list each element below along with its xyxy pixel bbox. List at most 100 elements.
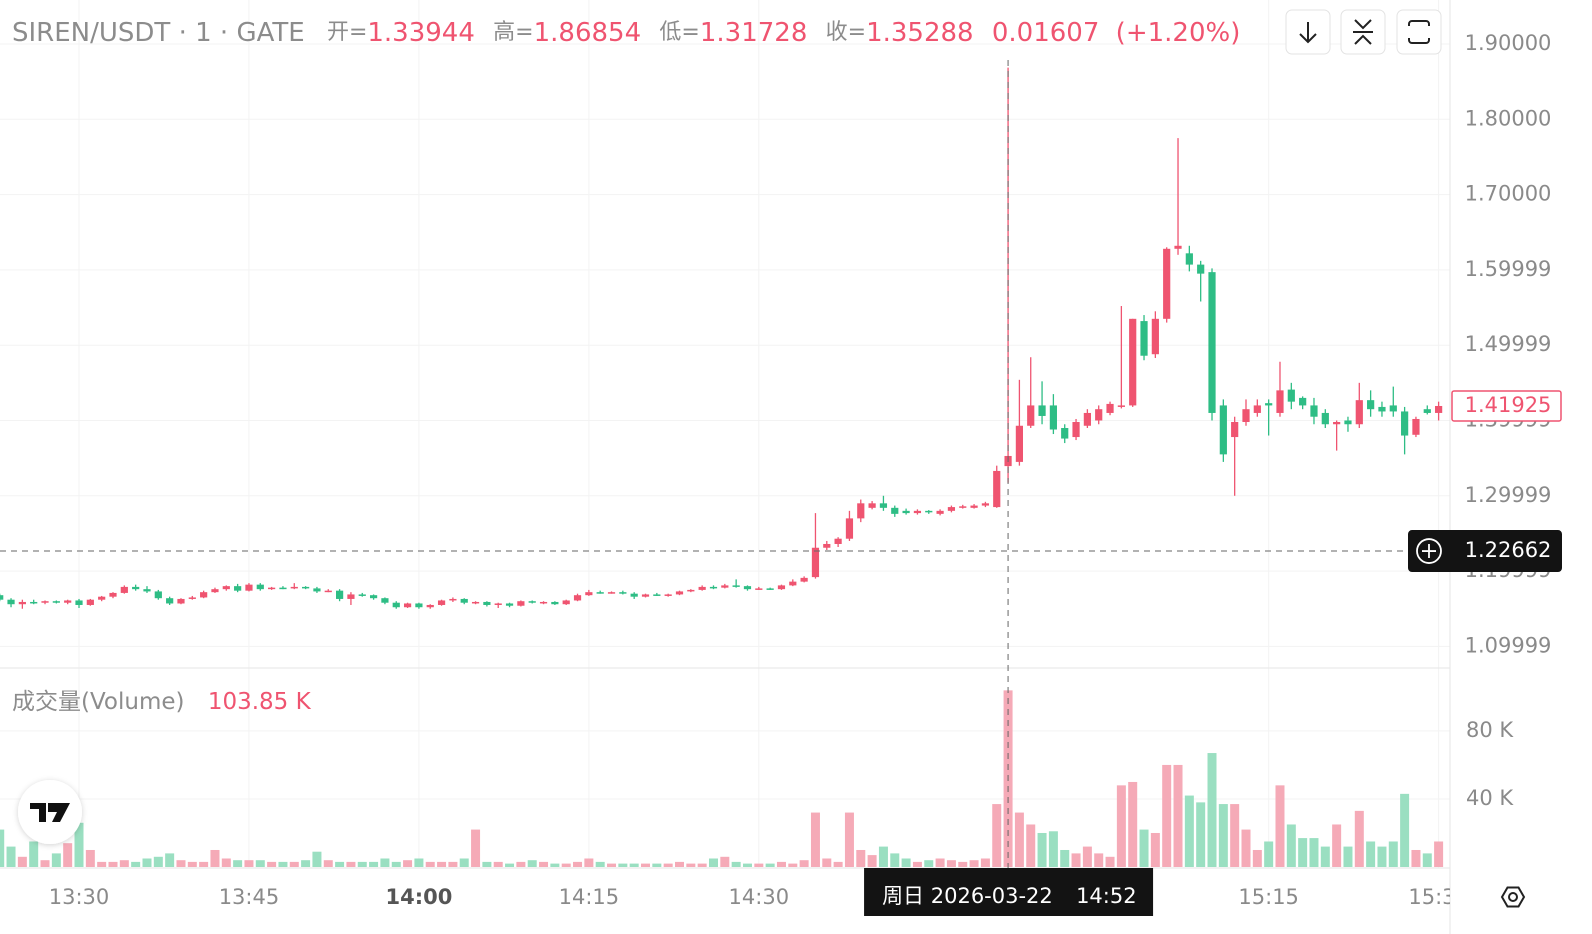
- candle-body: [743, 586, 752, 590]
- volume-bar: [844, 812, 854, 867]
- candle-body: [517, 601, 525, 606]
- candle-body: [1061, 428, 1069, 439]
- volume-bar: [788, 863, 798, 867]
- volume-bar: [1286, 824, 1296, 867]
- tradingview-logo[interactable]: [18, 780, 82, 844]
- candle-body: [1378, 406, 1386, 412]
- x-tick-label: 14:30: [729, 885, 790, 909]
- candle-body: [1106, 403, 1114, 413]
- volume-bar: [1218, 804, 1228, 867]
- candle-body: [1151, 318, 1159, 355]
- volume-bar: [97, 861, 107, 867]
- volume-bar: [63, 843, 73, 867]
- volume-bar: [867, 855, 877, 867]
- volume-bar: [1071, 853, 1081, 867]
- candle-body: [913, 510, 922, 514]
- candle-body: [698, 586, 706, 590]
- x-tick-label: 15:30: [1408, 885, 1469, 909]
- volume-bar: [1094, 853, 1104, 867]
- candle-body: [1355, 400, 1363, 425]
- volume-bar: [1116, 785, 1126, 867]
- volume-bar: [878, 846, 888, 867]
- candle-body: [279, 587, 287, 590]
- candle-body: [1401, 411, 1409, 436]
- candle-body: [268, 587, 276, 590]
- candle-body: [585, 592, 593, 596]
- candle-body: [528, 601, 536, 603]
- last-price-label: 1.41925: [1465, 393, 1552, 417]
- candle-body: [1367, 400, 1375, 410]
- candle-body: [947, 507, 956, 511]
- candle-body: [120, 586, 128, 593]
- candle-body: [630, 593, 638, 597]
- volume-bar: [754, 863, 764, 867]
- candle-body: [336, 590, 344, 599]
- candle-body: [154, 591, 162, 599]
- fullscreen-button[interactable]: [1396, 9, 1442, 55]
- volume-bar: [74, 822, 84, 867]
- candle-body: [732, 585, 740, 587]
- candle-body: [1095, 409, 1103, 421]
- volume-bar: [437, 861, 447, 867]
- volume-bar: [550, 863, 560, 867]
- candle-body: [358, 594, 366, 596]
- legend-label: 低=: [659, 20, 699, 45]
- volume-bar: [901, 858, 911, 867]
- candle-body: [1435, 405, 1443, 413]
- time-badge-time: 14:52: [1076, 884, 1137, 908]
- volume-bar: [505, 863, 515, 867]
- candle-body: [426, 604, 434, 608]
- grid: [0, 0, 1450, 868]
- candle-body: [211, 589, 219, 593]
- logo-dot: [48, 803, 56, 811]
- volume-bar: [1354, 810, 1364, 867]
- legend-label: 高=: [493, 20, 533, 45]
- crosshair-price-label: 1.22662: [1465, 538, 1552, 562]
- volume-bar: [527, 860, 537, 867]
- candle-body: [709, 586, 718, 589]
- add-alert-icon[interactable]: [1416, 538, 1442, 564]
- toolbar: [1285, 9, 1442, 55]
- candle-body: [868, 503, 876, 508]
- fullscreen-icon: [1408, 20, 1430, 44]
- x-tick-label: 13:30: [49, 885, 110, 909]
- volume-bar: [1388, 841, 1398, 867]
- volume-bar: [1377, 846, 1387, 867]
- volume-legend: 成交量(Volume) 103.85 K: [12, 689, 312, 715]
- legend-value: 1.35288: [866, 18, 974, 48]
- last-price-badge: [1451, 390, 1562, 422]
- volume-bar: [1037, 832, 1047, 867]
- volume-bar: [516, 861, 526, 867]
- candle-body: [573, 595, 582, 601]
- candle-body: [811, 547, 820, 578]
- candle-body: [1344, 420, 1352, 425]
- crosshair-price-badge: [1408, 530, 1562, 573]
- candle-body: [664, 594, 672, 596]
- volume-bar: [1241, 829, 1251, 867]
- candle-body: [1185, 253, 1193, 265]
- settings-button[interactable]: [1500, 886, 1526, 908]
- volume-bar: [720, 856, 730, 867]
- candle-body: [936, 510, 944, 514]
- legend-label: 收=: [826, 20, 866, 45]
- volume-bar: [1184, 795, 1194, 867]
- volume-bar: [742, 863, 752, 867]
- candle-body: [902, 510, 910, 514]
- crosshair: 周日 2026-03-22 14:52 1.41925 1.22662: [0, 60, 1562, 916]
- volume-bar: [40, 860, 50, 867]
- volume-bar: [1434, 841, 1444, 867]
- volume-bar: [708, 858, 718, 867]
- volume-bar: [29, 841, 39, 867]
- candle-body: [1231, 421, 1239, 438]
- candle-body: [234, 586, 242, 591]
- candle-body: [607, 592, 616, 594]
- volume-bar: [1026, 824, 1036, 867]
- candle-body: [188, 597, 196, 599]
- candle-body: [596, 592, 604, 594]
- candle-body: [981, 503, 990, 506]
- volume-bar: [1366, 841, 1376, 867]
- candle-body: [75, 600, 83, 605]
- volume-bar: [969, 860, 979, 867]
- volume-bar: [459, 858, 469, 867]
